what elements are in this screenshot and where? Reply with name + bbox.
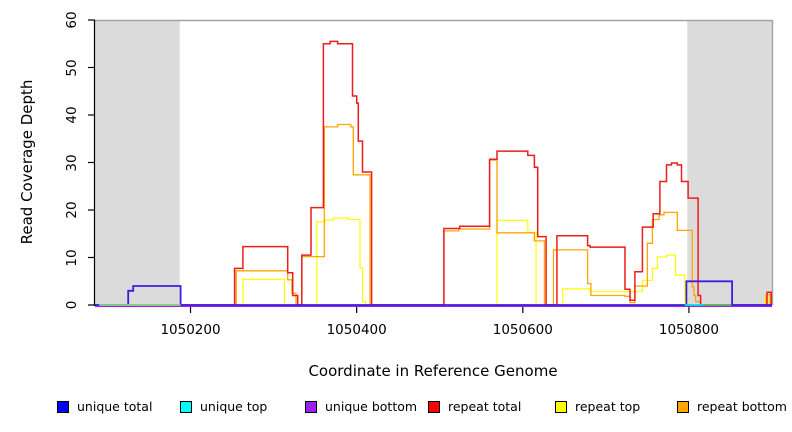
- masked-region-right: [687, 20, 772, 305]
- y-tick-label-5: 50: [64, 58, 80, 77]
- legend-item-repeat-bottom: repeat bottom: [677, 399, 787, 414]
- y-axis-title: Read Coverage Depth: [18, 79, 36, 245]
- legend-label: unique top: [200, 399, 268, 414]
- y-tick-label-0: 0: [64, 300, 80, 310]
- x-tick-label-3: 1050800: [658, 322, 719, 338]
- legend-swatch-icon: [428, 400, 440, 413]
- legend-swatch-icon: [57, 400, 69, 413]
- x-tick-label-1: 1050400: [326, 322, 387, 338]
- x-tick-label-2: 1050600: [492, 322, 553, 338]
- y-tick-label-6: 60: [64, 11, 80, 29]
- y-tick-label-4: 40: [64, 106, 80, 124]
- x-tick-label-0: 1050200: [160, 322, 221, 338]
- legend-label: repeat bottom: [697, 399, 787, 414]
- series-repeat-total: [95, 40, 772, 306]
- masked-region-left: [95, 20, 180, 305]
- legend-item-unique-bottom: unique bottom: [305, 399, 417, 414]
- legend-swatch-icon: [305, 400, 317, 413]
- legend-label: unique total: [77, 399, 153, 414]
- legend-item-unique-total: unique total: [57, 399, 152, 414]
- legend-swatch-icon: [677, 400, 689, 413]
- legend-item-unique-top: unique top: [180, 399, 267, 414]
- legend-item-repeat-top: repeat top: [555, 399, 640, 414]
- y-tick-label-2: 20: [64, 201, 80, 219]
- legend-item-repeat-total: repeat total: [428, 399, 521, 414]
- legend-swatch-icon: [555, 400, 567, 413]
- x-axis-title: Coordinate in Reference Genome: [308, 362, 558, 380]
- legend-swatch-icon: [180, 400, 192, 413]
- legend-label: repeat total: [448, 399, 522, 414]
- y-tick-label-1: 10: [64, 248, 80, 267]
- legend-label: unique bottom: [325, 399, 418, 414]
- y-tick-label-3: 30: [64, 153, 80, 172]
- series-repeat-top: [95, 217, 772, 306]
- series-repeat-bottom: [95, 123, 772, 306]
- series-unique-total: [95, 280, 772, 306]
- legend-label: repeat top: [575, 399, 641, 414]
